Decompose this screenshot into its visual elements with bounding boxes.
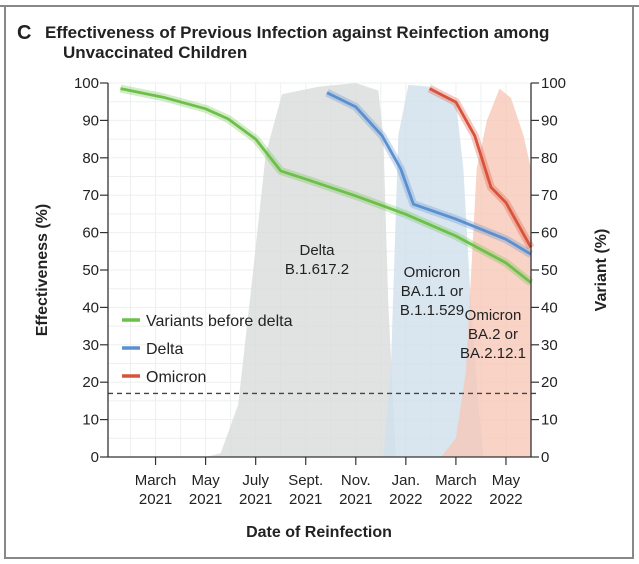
x-tick-label-year: 2021	[189, 491, 222, 508]
legend-label: Delta	[146, 341, 183, 358]
y-tick-label-right: 70	[541, 187, 558, 204]
y-tick-label-right: 30	[541, 337, 558, 354]
series-line-0	[120, 87, 532, 284]
x-tick-label-month: March	[435, 472, 477, 489]
y-tick-label-left: 20	[82, 374, 99, 391]
variant-area-label: B.1.617.2	[285, 261, 349, 278]
variant-area-label: Omicron	[404, 264, 461, 281]
variant-area-0	[205, 83, 396, 457]
legend-label: Variants before delta	[146, 313, 293, 330]
variant-area-label: Omicron	[465, 307, 522, 324]
variant-areas	[205, 83, 531, 458]
y-tick-label-right: 0	[541, 449, 549, 466]
x-tick-label-month: Jan.	[392, 472, 420, 489]
panel-letter: C	[17, 22, 31, 44]
y-axis-right-label: Variant (%)	[593, 229, 610, 312]
variant-area-label: BA.2.12.1	[460, 345, 526, 362]
variant-area-label: BA.2 or	[468, 326, 518, 343]
series-line-2	[428, 87, 533, 249]
variant-area-label: BA.1.1 or	[401, 283, 464, 300]
x-tick-label-month: Sept.	[288, 472, 323, 489]
y-tick-label-left: 70	[82, 187, 99, 204]
legend-label: Omicron	[146, 369, 206, 386]
y-tick-label-right: 40	[541, 299, 558, 316]
x-tick-label-month: July	[242, 472, 269, 489]
y-tick-label-left: 0	[91, 449, 99, 466]
y-tick-label-left: 100	[74, 75, 99, 92]
series-line-1	[326, 91, 532, 256]
chart-title-line2: Unvaccinated Children	[63, 43, 247, 62]
y-tick-label-left: 50	[82, 262, 99, 279]
x-tick-label-year: 2021	[139, 491, 172, 508]
y-tick-label-right: 50	[541, 262, 558, 279]
variant-area-label: B.1.1.529	[400, 302, 464, 319]
y-tick-label-right: 20	[541, 374, 558, 391]
x-tick-label-year: 2021	[339, 491, 372, 508]
x-tick-label-month: May	[492, 472, 521, 489]
y-tick-label-right: 80	[541, 150, 558, 167]
y-tick-label-left: 40	[82, 299, 99, 316]
x-tick-label-month: Nov.	[341, 472, 371, 489]
x-tick-label-year: 2021	[239, 491, 272, 508]
y-tick-label-left: 60	[82, 225, 99, 242]
y-tick-label-right: 10	[541, 412, 558, 429]
series-lines	[119, 84, 535, 286]
y-tick-label-left: 90	[82, 112, 99, 129]
variant-area-1	[383, 84, 484, 458]
y-tick-label-right: 90	[541, 112, 558, 129]
variant-area-2	[440, 88, 531, 457]
axes: 0 0 10 10 20 20 30 30 40 40 50 50 60 60 70 70 80 80 90 90 10…	[74, 75, 566, 508]
y-tick-label-left: 30	[82, 337, 99, 354]
x-tick-label-month: May	[191, 472, 220, 489]
x-tick-label-year: 2021	[289, 491, 322, 508]
x-tick-label-month: March	[135, 472, 177, 489]
variant-area-label: Delta	[299, 242, 335, 259]
y-axis-label: Effectiveness (%)	[34, 204, 51, 337]
x-tick-label-year: 2022	[389, 491, 422, 508]
y-tick-label-right: 60	[541, 225, 558, 242]
legend: Variants before delta Delta Omicron	[122, 313, 293, 386]
y-tick-label-right: 100	[541, 75, 566, 92]
x-axis-label: Date of Reinfection	[246, 524, 392, 541]
y-tick-label-left: 80	[82, 150, 99, 167]
y-tick-label-left: 10	[82, 412, 99, 429]
x-tick-label-year: 2022	[489, 491, 522, 508]
x-tick-label-year: 2022	[439, 491, 472, 508]
chart-title-line1: Effectiveness of Previous Infection agai…	[45, 23, 549, 42]
